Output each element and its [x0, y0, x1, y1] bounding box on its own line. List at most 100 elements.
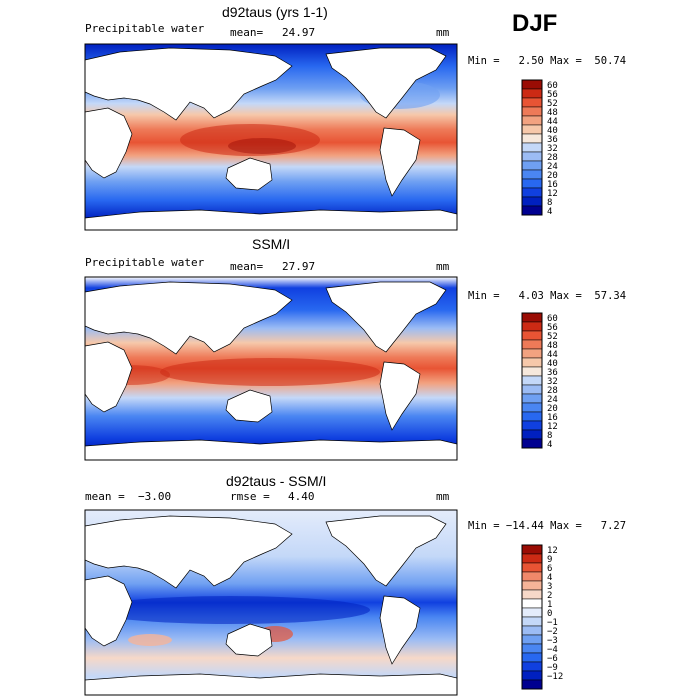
- panel2-antarctica: [84, 439, 458, 461]
- panel1-units: mm: [436, 26, 450, 39]
- panel3-frame: [84, 509, 458, 696]
- panel1-colorbar-swatch: [521, 142, 543, 153]
- panel3-minmax: Min = −14.44 Max = 7.27: [468, 520, 627, 532]
- panel1-title: d92taus (yrs 1-1): [222, 4, 328, 20]
- panel1-minmax: Min = 2.50 Max = 50.74: [468, 55, 627, 67]
- panel2-colorbar-label: 20: [547, 404, 558, 414]
- panel3-map: [84, 509, 458, 696]
- panel2-africa: [84, 341, 133, 413]
- panel3-colorbar-label: 6: [547, 564, 552, 574]
- panel1-mean-value: 24.97: [282, 26, 316, 39]
- panel2-colorbar-swatch: [521, 312, 543, 323]
- panel2-north-america: [325, 281, 447, 353]
- panel3-colorbar-swatch: [521, 634, 543, 645]
- panel1-colorbar-swatch: [521, 196, 543, 207]
- panel2-colorbar-label: 8: [547, 431, 552, 441]
- panel2-colorbar-swatch: [521, 348, 543, 359]
- panel2-colorbar-label: 24: [547, 395, 558, 405]
- panel1-colorbar-swatch: [521, 205, 543, 216]
- panel3-rmse-label: rmse =: [230, 490, 270, 503]
- panel3-colorbar-swatch: [521, 598, 543, 609]
- panel3-colorbar-label: −6: [547, 654, 558, 664]
- panel2-colorbar-label: 36: [547, 368, 558, 378]
- panel2-minmax: Min = 4.03 Max = 57.34: [468, 290, 627, 302]
- colorbars: 6056524844403632282420161284605652484440…: [521, 79, 563, 690]
- panel3-north-america: [325, 515, 447, 587]
- panel3-colorbar-swatch: [521, 679, 543, 690]
- panel2-colorbar-swatch: [521, 411, 543, 422]
- panel3-colorbar-swatch: [521, 544, 543, 555]
- panel1-colorbar-label: 32: [547, 144, 558, 154]
- panel1-colorbar-swatch: [521, 106, 543, 117]
- panel1-colorbar-frame: [521, 79, 543, 216]
- panel3-wet-bias-south: [128, 634, 172, 646]
- panel1-colorbar-label: 60: [547, 81, 558, 91]
- panel1-colorbar-label: 48: [547, 108, 558, 118]
- panel1-colorbar-swatch: [521, 88, 543, 99]
- panel3-eurasia: [84, 515, 293, 589]
- panel3-colorbar-label: 0: [547, 609, 552, 619]
- panel3-south-america: [379, 595, 421, 665]
- panel2-colorbar-swatch: [521, 393, 543, 404]
- panel1-frame: [84, 43, 458, 231]
- panel3-colorbar-label: 9: [547, 555, 552, 565]
- panel2-colorbar-swatch: [521, 420, 543, 431]
- panel1-antarctica: [84, 209, 458, 231]
- panel2-colorbar-swatch: [521, 384, 543, 395]
- panel2-colorbar-swatch: [521, 438, 543, 449]
- panel2-colorbar-label: 52: [547, 332, 558, 342]
- panel1-eurasia: [84, 47, 293, 121]
- panel2-colorbar-swatch: [521, 357, 543, 368]
- panel2-colorbar-swatch: [521, 339, 543, 350]
- panel2-warm-pool: [160, 358, 380, 386]
- panel2-continents: [84, 281, 458, 461]
- panel1-variable: Precipitable water: [85, 22, 205, 35]
- panel1-colorbar-swatch: [521, 151, 543, 162]
- panel2-variable: Precipitable water: [85, 256, 205, 269]
- panel3-africa: [84, 575, 133, 647]
- panel2-units: mm: [436, 260, 450, 273]
- panel1-colorbar-swatch: [521, 187, 543, 198]
- panel2-frame: [84, 276, 458, 461]
- panel3-colorbar-swatch: [521, 661, 543, 672]
- panel2-colorbar-swatch: [521, 366, 543, 377]
- panel1-colorbar-label: 44: [547, 117, 558, 127]
- panel2-south-america: [379, 361, 421, 431]
- panel1-colorbar-label: 52: [547, 99, 558, 109]
- panel3-units: mm: [436, 490, 450, 503]
- panel3-antarctica: [84, 673, 458, 696]
- panel3-colorbar-swatch: [521, 571, 543, 582]
- panel1-colorbar-swatch: [521, 124, 543, 135]
- panel3-colorbar-label: −1: [547, 618, 558, 628]
- panel1-colorbar-label: 56: [547, 90, 558, 100]
- panel1-continents: [84, 47, 458, 231]
- panel3-colorbar-label: 4: [547, 573, 552, 583]
- panel3-rmse-value: 4.40: [288, 490, 315, 503]
- panel2-colorbar-label: 4: [547, 440, 552, 450]
- panel2-eurasia: [84, 281, 293, 355]
- panel3-colorbar-label: −12: [547, 672, 563, 682]
- panel1-map: [84, 43, 458, 231]
- panel3-colorbar-swatch: [521, 580, 543, 591]
- panel2-colorbar-label: 40: [547, 359, 558, 369]
- panel2-colorbar-swatch: [521, 429, 543, 440]
- panel3-colorbar-swatch: [521, 562, 543, 573]
- panel1-colorbar-label: 4: [547, 207, 552, 217]
- panel3-colorbar-label: 12: [547, 546, 558, 556]
- panel1-colorbar-swatch: [521, 178, 543, 189]
- panel3-colorbar-swatch: [521, 625, 543, 636]
- panel3-australia: [225, 623, 273, 657]
- panel3-colorbar-swatch: [521, 616, 543, 627]
- panel1-colorbar-label: 8: [547, 198, 552, 208]
- panel1-north-america: [325, 47, 447, 119]
- panel1-colorbar-label: 24: [547, 162, 558, 172]
- panel3-colorbar-label: 2: [547, 591, 552, 601]
- panel2-mean-value: 27.97: [282, 260, 316, 273]
- panel1-africa: [84, 107, 133, 179]
- panel3-colorbar-swatch: [521, 652, 543, 663]
- panel1-colorbar-swatch: [521, 160, 543, 171]
- panel3-colorbar-label: 3: [547, 582, 552, 592]
- panel1-south-america: [379, 127, 421, 197]
- panel2-title: SSM/I: [252, 236, 291, 252]
